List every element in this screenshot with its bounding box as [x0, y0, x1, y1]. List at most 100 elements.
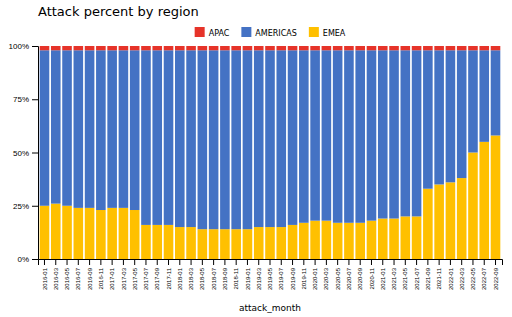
- x-tick-mark: [484, 259, 485, 265]
- bar: [40, 46, 50, 50]
- bar: [119, 208, 129, 259]
- bar: [107, 46, 117, 50]
- x-tick-label: 2019-01: [245, 267, 251, 290]
- bar: [175, 50, 185, 227]
- bar: [446, 50, 456, 182]
- bar: [231, 50, 241, 229]
- x-tick-label: 2018-11: [233, 267, 239, 289]
- bar: [186, 46, 196, 50]
- x-tick-label: 2022-01: [448, 267, 454, 290]
- bar: [198, 229, 208, 259]
- x-tick-label: 2017-01: [109, 267, 115, 290]
- x-tick-label: 2017-11: [166, 267, 172, 289]
- bar: [479, 46, 489, 50]
- x-tick: 2020-07: [346, 259, 352, 290]
- x-tick-mark: [224, 259, 225, 265]
- legend-swatch: [241, 27, 251, 37]
- x-tick: 2021-09: [425, 259, 431, 290]
- bar: [265, 46, 275, 50]
- bar: [254, 46, 264, 50]
- x-tick-label: 2020-01: [312, 267, 318, 290]
- x-tick-label: 2021-05: [402, 267, 408, 290]
- x-tick-label: 2021-11: [436, 267, 442, 289]
- x-tick: 2017-05: [132, 259, 138, 290]
- y-tick: 25%: [13, 202, 38, 211]
- x-tick: 2016-03: [53, 259, 59, 290]
- x-tick-mark: [145, 259, 146, 265]
- bar: [265, 227, 275, 259]
- y-tick: 0%: [17, 255, 38, 264]
- x-tick-label: 2019-09: [290, 267, 296, 290]
- x-tick: 2016-05: [64, 259, 70, 290]
- x-tick-label: 2016-05: [64, 267, 70, 290]
- x-tick: 2022-03: [459, 259, 465, 290]
- x-tick: 2019-07: [278, 259, 284, 290]
- x-tick-mark: [315, 259, 316, 265]
- x-tick-mark: [416, 259, 417, 265]
- bar: [231, 229, 241, 259]
- bar: [491, 46, 501, 50]
- bar: [265, 50, 275, 227]
- bar: [276, 46, 286, 50]
- bar: [220, 46, 230, 50]
- x-tick: 2017-01: [109, 259, 115, 290]
- bar: [141, 46, 151, 50]
- bar: [457, 50, 467, 178]
- x-tick: 2022-07: [481, 259, 487, 290]
- bar: [468, 50, 478, 152]
- y-axis: 0%25%50%75%100%: [9, 42, 39, 264]
- legend-swatch: [309, 27, 319, 37]
- bar: [468, 153, 478, 260]
- x-tick-mark: [360, 259, 361, 265]
- bar: [243, 50, 253, 229]
- y-tick-mark: [32, 206, 38, 207]
- bar: [434, 50, 444, 184]
- x-tick-label: 2022-07: [481, 267, 487, 290]
- x-tick-mark: [292, 259, 293, 265]
- bar: [152, 46, 162, 50]
- bar: [141, 50, 151, 225]
- bar: [130, 210, 140, 259]
- x-tick: 2021-05: [402, 259, 408, 290]
- x-tick-mark: [55, 259, 56, 265]
- bar: [288, 50, 298, 225]
- x-tick-label: 2019-03: [256, 267, 262, 290]
- bar: [243, 46, 253, 50]
- x-tick: 2021-07: [414, 259, 420, 290]
- bar: [378, 46, 388, 50]
- y-tick-mark: [32, 99, 38, 100]
- x-tick-mark: [427, 259, 428, 265]
- bar: [130, 46, 140, 50]
- bar: [355, 50, 365, 223]
- bar: [333, 223, 343, 259]
- bar: [333, 50, 343, 223]
- x-tick-label: 2018-03: [188, 267, 194, 290]
- x-tick: 2017-11: [166, 259, 172, 290]
- x-tick: 2018-11: [233, 259, 239, 290]
- x-tick-label: 2022-03: [459, 267, 465, 290]
- x-tick-mark: [179, 259, 180, 265]
- bar: [96, 50, 106, 210]
- bar: [220, 50, 230, 229]
- x-tick-label: 2017-09: [154, 267, 160, 290]
- bar: [85, 50, 95, 208]
- x-tick-label: 2016-09: [87, 267, 93, 290]
- x-tick-label: 2016-03: [53, 267, 59, 290]
- x-tick-mark: [439, 259, 440, 265]
- bar: [175, 46, 185, 50]
- x-tick-label: 2019-07: [278, 267, 284, 290]
- series-1: [40, 50, 501, 229]
- x-tick-mark: [326, 259, 327, 265]
- x-tick: 2021-03: [391, 259, 397, 290]
- bar: [310, 50, 320, 220]
- bar: [423, 50, 433, 188]
- bar: [51, 204, 61, 259]
- x-tick: 2019-03: [256, 259, 262, 290]
- bar: [254, 50, 264, 227]
- y-axis-line: [32, 47, 39, 260]
- bar: [254, 227, 264, 259]
- chart: 0%25%50%75%100%2016-012016-032016-052016…: [0, 0, 512, 317]
- y-tick-label: 50%: [13, 149, 29, 158]
- bar: [186, 50, 196, 227]
- bar: [412, 46, 422, 50]
